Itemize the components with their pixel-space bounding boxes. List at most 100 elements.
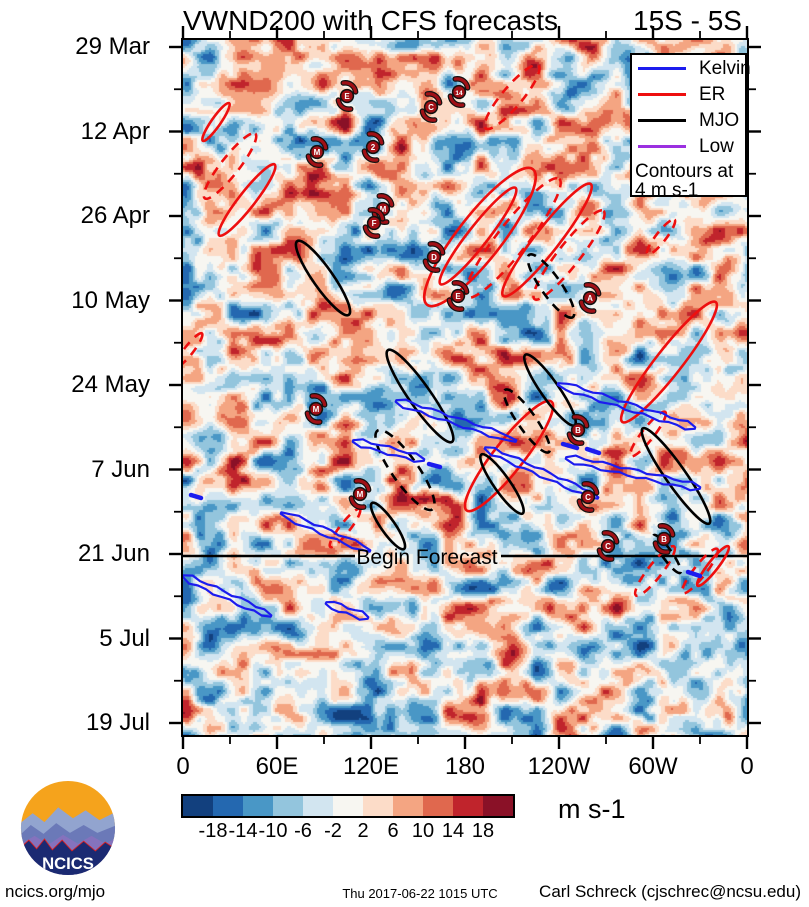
- logo-foreground: [20, 839, 116, 876]
- footer-author: Carl Schreck (cjschrec@ncsu.edu): [539, 882, 801, 901]
- cyclone-marker: E: [335, 80, 359, 112]
- svg-text:M: M: [313, 405, 320, 414]
- legend-line-kelvin: [638, 67, 686, 70]
- kelvin-contour-dash: [685, 569, 703, 579]
- colorbar-tick-label: 2: [357, 820, 369, 842]
- y-tick-label: 19 Jul: [85, 709, 150, 736]
- svg-text:E: E: [455, 292, 461, 301]
- x-tick-label: 120W: [527, 753, 591, 780]
- er-wave-ellipse-dashed: [202, 131, 258, 201]
- svg-text:C: C: [585, 493, 591, 502]
- colorbar-tick-label: 10: [411, 820, 435, 842]
- legend-box: Kelvin ER MJO Low Contours at 4 m s-1: [630, 53, 751, 200]
- kelvin-contour: [324, 600, 370, 621]
- colorbar-tick-label: -18: [198, 820, 228, 842]
- er-wave-ellipse-dashed: [645, 218, 677, 256]
- er-wave-ellipse-dashed: [464, 176, 562, 300]
- svg-text:E: E: [344, 92, 350, 101]
- er-wave-ellipse-solid: [500, 182, 594, 298]
- cyclone-marker: B: [566, 414, 590, 446]
- colorbar-cell: [423, 796, 453, 816]
- x-tick-label: 0: [176, 753, 190, 780]
- legend-label: Kelvin: [699, 57, 751, 79]
- colorbar-frame: [181, 794, 515, 818]
- cyclone-marker: M: [304, 393, 328, 425]
- colorbar-cell: [393, 796, 423, 816]
- kelvin-contour: [556, 382, 697, 431]
- svg-text:C: C: [428, 103, 434, 112]
- x-tick-label: 120E: [342, 753, 400, 780]
- er-wave-ellipse-dashed: [680, 547, 720, 595]
- legend-label: ER: [699, 83, 726, 105]
- colorbar-units: m s-1: [558, 794, 626, 824]
- er-wave-ellipse-dashed: [633, 544, 677, 598]
- er-wave-ellipse-dashed: [183, 331, 204, 369]
- colorbar-tick-label: -2: [324, 820, 342, 842]
- svg-text:2: 2: [371, 143, 376, 152]
- legend-entry: Low: [632, 134, 745, 159]
- colorbar-tick-label: -10: [258, 820, 288, 842]
- colorbar-tick-label: -6: [294, 820, 312, 842]
- er-wave-ellipse-solid: [695, 544, 731, 588]
- logo-text: NCICS: [42, 854, 94, 873]
- cyclone-marker: E: [446, 280, 470, 312]
- er-wave-ellipse-solid: [438, 186, 518, 286]
- y-tick-label: 29 Mar: [75, 33, 150, 60]
- x-tick-label: 180: [444, 753, 486, 780]
- mjo-ellipse-dashed: [651, 533, 683, 575]
- er-wave-ellipse-dashed: [532, 209, 606, 301]
- svg-text:14: 14: [455, 90, 463, 97]
- legend-entry: ER: [632, 82, 745, 107]
- er-wave-ellipse-solid: [422, 166, 538, 308]
- mjo-ellipse-dashed: [374, 428, 436, 512]
- kelvin-contour: [394, 398, 518, 443]
- contour-note-line2: 4 m s-1: [635, 180, 699, 201]
- svg-text:A: A: [587, 294, 593, 303]
- chart-latitude-range: 15S - 5S: [633, 5, 742, 36]
- legend-label: Low: [699, 135, 734, 157]
- svg-text:B: B: [661, 535, 667, 544]
- svg-text:B: B: [575, 426, 581, 435]
- mjo-ellipse-dashed: [502, 388, 552, 454]
- x-tick-label: 60W: [628, 753, 678, 780]
- y-tick-label: 21 Jun: [77, 540, 150, 567]
- y-tick-label: 5 Jul: [99, 624, 150, 652]
- mjo-ellipse-dashed: [526, 253, 576, 319]
- cyclone-marker: C: [419, 91, 443, 123]
- kelvin-contour: [279, 511, 372, 553]
- cyclone-marker: 2: [361, 131, 385, 163]
- colorbar-cell: [183, 796, 213, 816]
- cyclone-marker: A: [578, 282, 602, 314]
- cyclone-marker: M: [348, 478, 372, 510]
- colorbar-cell: [213, 796, 243, 816]
- y-tick-label: 10 May: [71, 286, 150, 314]
- er-wave-ellipse-solid: [463, 399, 555, 513]
- colorbar-tick-label: 6: [387, 820, 399, 842]
- legend-contour-note: Contours at 4 m s-1: [635, 162, 745, 200]
- legend-label: MJO: [699, 109, 740, 131]
- y-tick-label: 24 May: [71, 371, 150, 398]
- begin-forecast-label: Begin Forecast: [356, 546, 497, 569]
- svg-text:F: F: [372, 219, 377, 228]
- mjo-ellipse-solid: [479, 452, 525, 516]
- svg-text:C: C: [605, 542, 611, 551]
- legend-line-er: [638, 93, 686, 96]
- svg-text:M: M: [314, 148, 321, 157]
- x-tick-label: 60E: [255, 753, 299, 780]
- colorbar-tick-label: 14: [441, 820, 465, 842]
- y-tick-label: 26 Apr: [80, 202, 150, 229]
- footer-url: ncics.org/mjo: [5, 882, 106, 901]
- colorbar-cell: [453, 796, 483, 816]
- er-wave-ellipse-dashed: [483, 63, 541, 131]
- er-wave-ellipse-solid: [217, 162, 277, 238]
- colorbar-cell: [363, 796, 393, 816]
- legend-entry: Kelvin: [632, 56, 751, 81]
- svg-text:M: M: [357, 490, 364, 499]
- cyclone-marker: C: [596, 530, 620, 562]
- cyclone-marker: F: [362, 207, 386, 239]
- cyclone-marker: B: [652, 523, 676, 555]
- cyclone-marker: 14: [447, 76, 471, 108]
- kelvin-contour: [564, 454, 702, 492]
